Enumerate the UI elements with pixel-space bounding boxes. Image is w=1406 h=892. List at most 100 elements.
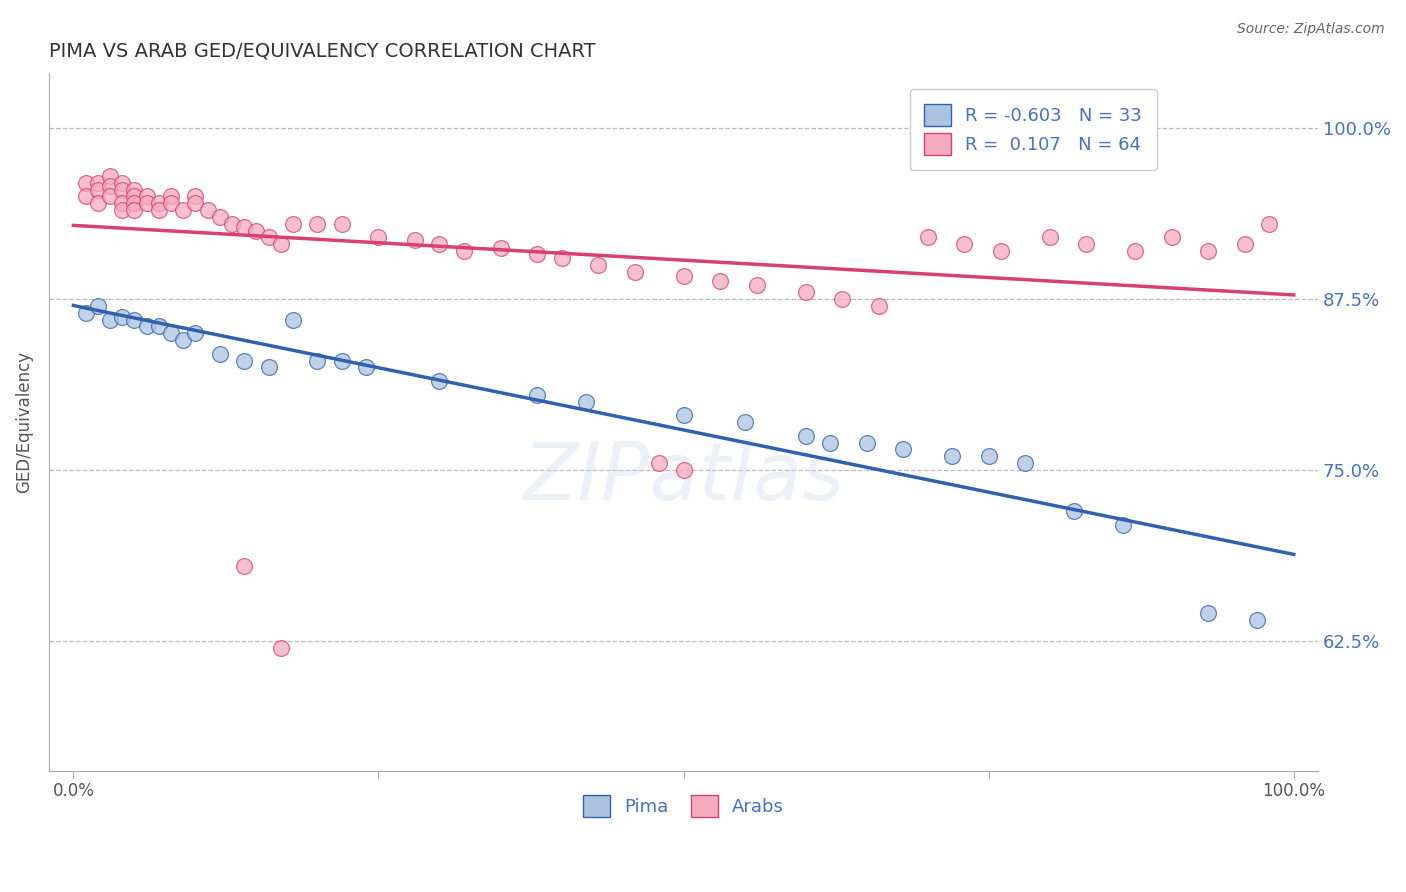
Point — [160, 189, 183, 203]
Point — [184, 189, 207, 203]
Point — [330, 217, 353, 231]
Point — [111, 183, 134, 197]
Point — [135, 196, 157, 211]
Point — [98, 312, 121, 326]
Point — [135, 189, 157, 203]
Point — [160, 196, 183, 211]
Point — [977, 449, 1000, 463]
Point — [953, 237, 976, 252]
Point — [330, 353, 353, 368]
Text: Source: ZipAtlas.com: Source: ZipAtlas.com — [1237, 22, 1385, 37]
Point — [794, 428, 817, 442]
Point — [1123, 244, 1146, 259]
Point — [526, 388, 548, 402]
Point — [111, 196, 134, 211]
Point — [868, 299, 890, 313]
Point — [221, 217, 243, 231]
Point — [75, 189, 97, 203]
Point — [489, 242, 512, 256]
Point — [111, 176, 134, 190]
Point — [831, 292, 853, 306]
Point — [98, 178, 121, 193]
Point — [257, 360, 280, 375]
Point — [197, 203, 219, 218]
Point — [87, 299, 110, 313]
Point — [453, 244, 475, 259]
Point — [75, 176, 97, 190]
Point — [124, 203, 146, 218]
Point — [734, 415, 756, 429]
Point — [184, 196, 207, 211]
Point — [281, 312, 304, 326]
Point — [891, 442, 914, 457]
Point — [1063, 504, 1085, 518]
Point — [87, 176, 110, 190]
Point — [1258, 217, 1281, 231]
Point — [172, 203, 194, 218]
Point — [111, 310, 134, 324]
Point — [550, 251, 572, 265]
Point — [1160, 230, 1182, 244]
Point — [367, 230, 389, 244]
Point — [1233, 237, 1256, 252]
Point — [672, 463, 695, 477]
Point — [818, 435, 841, 450]
Point — [87, 196, 110, 211]
Point — [172, 333, 194, 347]
Point — [148, 196, 170, 211]
Point — [257, 230, 280, 244]
Point — [270, 237, 292, 252]
Point — [429, 374, 451, 388]
Point — [245, 224, 267, 238]
Point — [1112, 517, 1135, 532]
Point — [855, 435, 877, 450]
Point — [429, 237, 451, 252]
Point — [208, 210, 231, 224]
Text: PIMA VS ARAB GED/EQUIVALENCY CORRELATION CHART: PIMA VS ARAB GED/EQUIVALENCY CORRELATION… — [49, 42, 596, 61]
Point — [1039, 230, 1062, 244]
Point — [124, 189, 146, 203]
Point — [623, 265, 645, 279]
Point — [794, 285, 817, 300]
Point — [1014, 456, 1036, 470]
Point — [281, 217, 304, 231]
Point — [184, 326, 207, 341]
Point — [1197, 607, 1219, 621]
Point — [233, 219, 256, 234]
Point — [575, 394, 598, 409]
Point — [586, 258, 609, 272]
Point — [307, 217, 329, 231]
Point — [148, 319, 170, 334]
Point — [917, 230, 939, 244]
Point — [672, 408, 695, 422]
Point — [526, 247, 548, 261]
Point — [98, 189, 121, 203]
Point — [270, 640, 292, 655]
Legend: Pima, Arabs: Pima, Arabs — [576, 788, 792, 824]
Point — [98, 169, 121, 183]
Point — [124, 183, 146, 197]
Point — [135, 319, 157, 334]
Point — [160, 326, 183, 341]
Text: ZIPatlas: ZIPatlas — [523, 439, 845, 516]
Point — [745, 278, 768, 293]
Point — [233, 353, 256, 368]
Point — [75, 306, 97, 320]
Point — [1246, 613, 1268, 627]
Point — [1197, 244, 1219, 259]
Point — [941, 449, 963, 463]
Point — [709, 274, 731, 288]
Point — [356, 360, 378, 375]
Point — [124, 196, 146, 211]
Point — [404, 233, 426, 247]
Point — [1076, 237, 1098, 252]
Point — [233, 558, 256, 573]
Point — [307, 353, 329, 368]
Point — [87, 183, 110, 197]
Point — [111, 203, 134, 218]
Point — [672, 268, 695, 283]
Point — [124, 312, 146, 326]
Y-axis label: GED/Equivalency: GED/Equivalency — [15, 351, 32, 493]
Point — [990, 244, 1012, 259]
Point — [208, 347, 231, 361]
